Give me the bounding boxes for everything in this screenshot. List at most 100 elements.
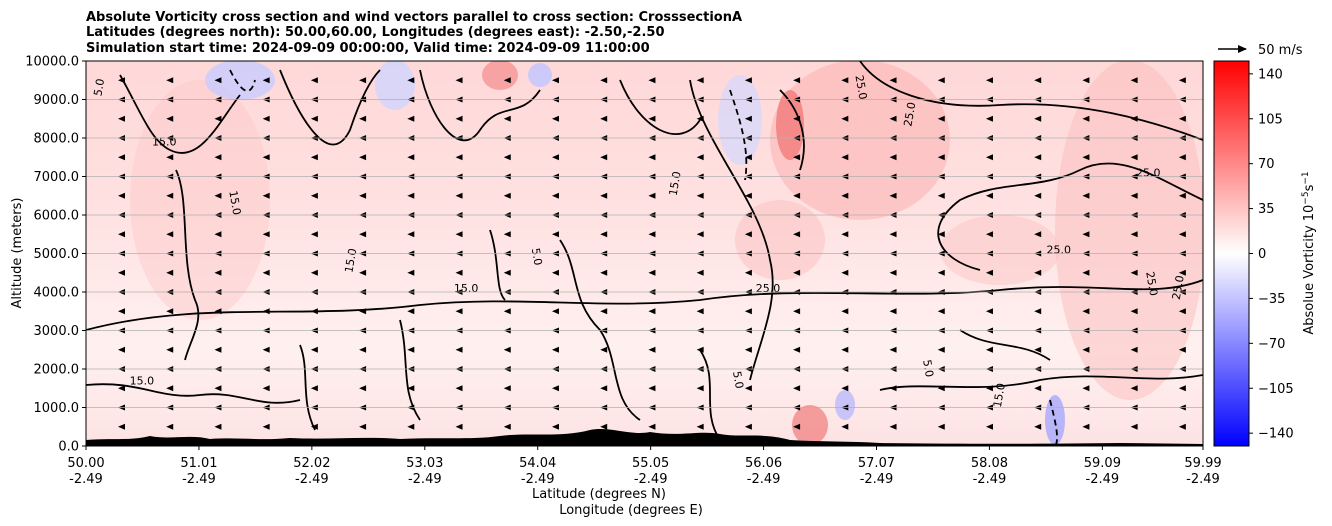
wind-vector <box>118 77 125 84</box>
wind-vector <box>889 308 897 315</box>
vorticity-patch <box>940 215 1060 285</box>
wind-vector <box>744 423 752 430</box>
wind-vector <box>1034 231 1042 238</box>
wind-vector <box>937 423 945 430</box>
contour-line <box>779 89 805 171</box>
wind-vector <box>359 269 367 276</box>
wind-vector <box>937 115 945 122</box>
contour-label: 15.0 <box>342 247 359 273</box>
contour-label: 15.0 <box>152 136 177 149</box>
wind-vector <box>214 308 222 315</box>
wind-vector <box>1130 231 1138 238</box>
negative-vorticity-patch <box>528 63 552 87</box>
wind-vector <box>744 308 752 315</box>
wind-vector <box>648 385 656 392</box>
wind-vector <box>841 308 849 315</box>
wind-vector <box>214 154 222 161</box>
x-tick-label-lat: 53.03 <box>406 456 443 471</box>
x-tick-label-lon: -2.49 <box>521 472 555 487</box>
wind-vector <box>985 192 993 199</box>
wind-vector <box>1178 192 1186 199</box>
wind-vector <box>407 269 415 276</box>
wind-vector <box>1082 77 1090 84</box>
wind-vector <box>1130 115 1138 122</box>
wind-vector <box>1130 154 1138 161</box>
contour-label: 5.0 <box>529 247 545 266</box>
contour-label: 25.0 <box>901 101 918 127</box>
wind-vector <box>1034 77 1042 84</box>
wind-vector <box>696 308 704 315</box>
wind-vector <box>503 346 511 353</box>
wind-vector <box>1178 308 1186 315</box>
contour-label: 25.0 <box>756 282 781 295</box>
wind-vector <box>889 77 897 84</box>
wind-vector <box>696 231 704 238</box>
wind-vector <box>359 423 367 430</box>
wind-vector <box>407 308 415 315</box>
wind-vector <box>262 192 270 199</box>
wind-vector <box>310 269 318 276</box>
wind-vector <box>841 115 849 122</box>
wind-vector <box>841 269 849 276</box>
wind-vector <box>937 192 945 199</box>
wind-vector <box>118 192 125 199</box>
wind-vector <box>455 115 463 122</box>
wind-vector <box>310 115 318 122</box>
wind-vector <box>985 385 993 392</box>
contour-line <box>879 374 1203 391</box>
wind-vector <box>262 423 270 430</box>
y-tick-label: 7000.0 <box>34 170 80 185</box>
colorbar-tick-label: −35 <box>1258 292 1285 307</box>
colorbar-tick-label: 35 <box>1258 202 1275 217</box>
contour-line <box>937 162 1203 271</box>
wind-vector <box>648 77 656 84</box>
y-tick-label: 6000.0 <box>34 209 80 224</box>
contour-line <box>729 89 748 181</box>
colorbar-label: Absolue Vorticity 10−5s−1 <box>1301 171 1317 334</box>
x-tick-label-lon: -2.49 <box>860 472 894 487</box>
x-tick-label-lat: 57.07 <box>858 456 895 471</box>
wind-vector <box>841 385 849 392</box>
contour-line <box>859 61 1203 141</box>
wind-vector <box>696 154 704 161</box>
contour-line <box>689 79 774 381</box>
wind-vector <box>1082 115 1090 122</box>
wind-vector <box>985 154 993 161</box>
wind-vector <box>1034 192 1042 199</box>
y-tick-label: 1000.0 <box>34 401 80 416</box>
contour-label: 5.0 <box>91 78 107 97</box>
wind-vector <box>503 77 511 84</box>
wind-vector <box>551 192 559 199</box>
wind-vector <box>1178 115 1186 122</box>
wind-vector <box>262 346 270 353</box>
wind-vector <box>841 154 849 161</box>
wind-vector <box>985 423 993 430</box>
wind-vector <box>551 308 559 315</box>
wind-vector <box>937 346 945 353</box>
contour-line <box>229 69 256 92</box>
wind-vector <box>1130 192 1138 199</box>
wind-vector <box>455 154 463 161</box>
wind-vector <box>1178 385 1186 392</box>
wind-vector <box>1034 308 1042 315</box>
wind-vector <box>1130 385 1138 392</box>
x-tick-label-lon: -2.49 <box>69 472 103 487</box>
wind-vector <box>696 423 704 430</box>
wind-vector <box>648 308 656 315</box>
wind-vector <box>503 192 511 199</box>
wind-vector <box>118 231 125 238</box>
wind-vector <box>841 77 849 84</box>
wind-vector <box>262 154 270 161</box>
wind-vector <box>600 308 608 315</box>
wind-vector <box>744 269 752 276</box>
wind-vector <box>262 385 270 392</box>
wind-vector <box>744 346 752 353</box>
x-tick-label-lat: 56.06 <box>745 456 782 471</box>
colorbar-tick-label: 70 <box>1258 157 1275 172</box>
colorbar-tick-label: 105 <box>1258 112 1283 127</box>
y-tick-label: 3000.0 <box>34 324 80 339</box>
wind-vector <box>985 77 993 84</box>
wind-vector <box>166 77 174 84</box>
contour-label: 15.0 <box>667 170 684 196</box>
